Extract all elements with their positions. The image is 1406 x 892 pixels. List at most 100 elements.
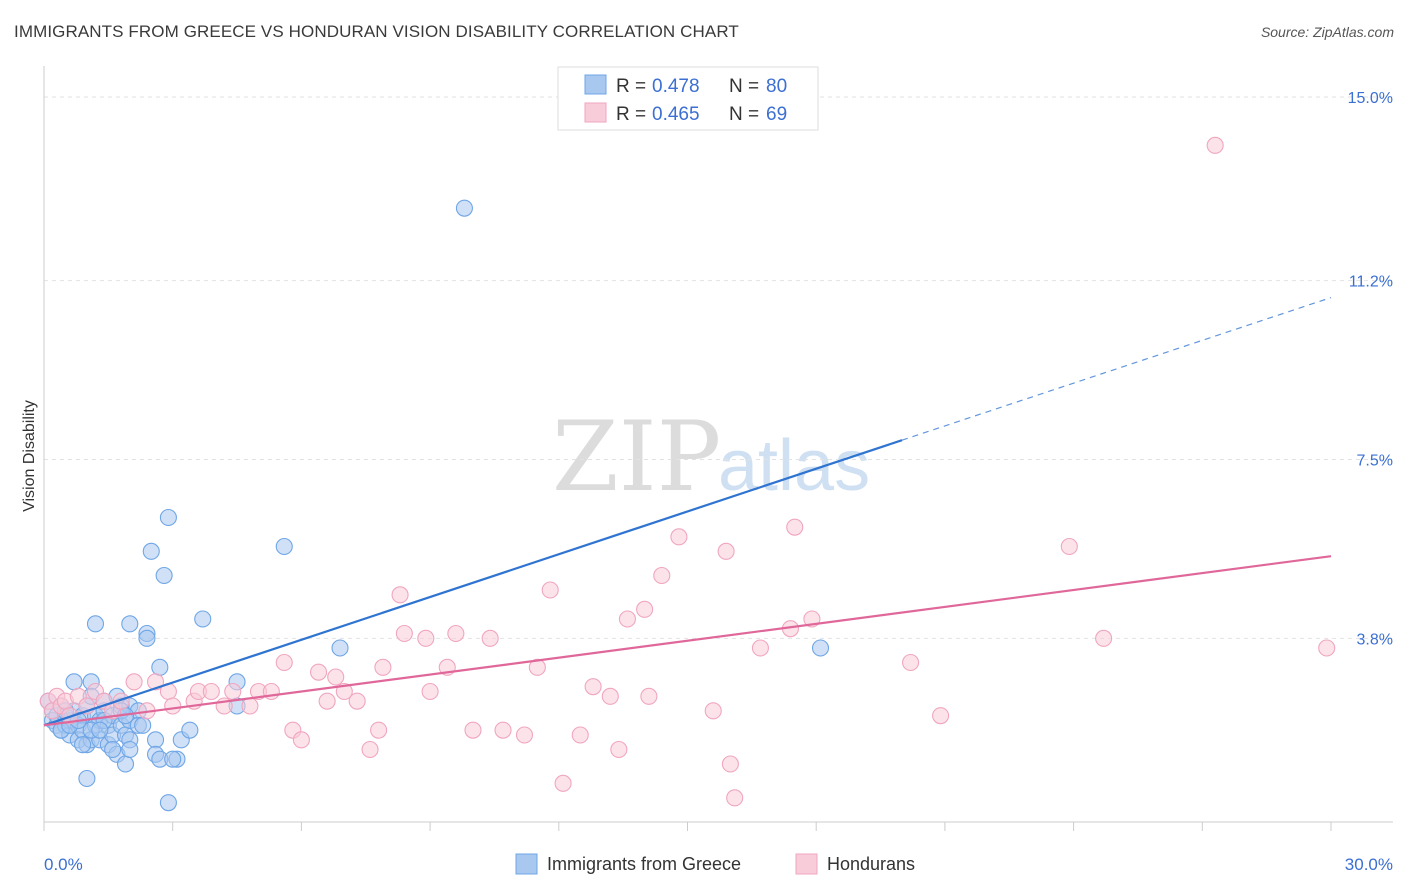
- point-hondurans-54: [636, 600, 654, 618]
- point-hondurans-45: [515, 726, 534, 744]
- point-greece-62: [331, 639, 349, 657]
- series-legend: Immigrants from Greece Hondurans: [515, 853, 915, 875]
- point-hondurans-30: [327, 668, 345, 686]
- point-hondurans-57: [670, 528, 688, 546]
- y-tick-label-2: 11.2%: [1349, 274, 1393, 291]
- point-hondurans-42: [464, 721, 482, 739]
- source-label: Source: ZipAtlas.com: [1260, 24, 1394, 40]
- point-hondurans-16: [164, 697, 182, 715]
- trend-line-greece: [43, 439, 903, 727]
- point-greece-66: [159, 794, 177, 812]
- point-hondurans-66: [902, 653, 920, 672]
- series-hondurans-points: [39, 136, 1336, 807]
- trend-line-greece-extension: [901, 297, 1332, 441]
- point-hondurans-71: [1318, 639, 1336, 657]
- point-hondurans-49: [571, 726, 589, 744]
- point-hondurans-50: [584, 678, 602, 696]
- x-tick-label-max: 30.0%: [1345, 855, 1393, 874]
- point-hondurans-70: [1206, 136, 1224, 154]
- legend-r-value-hondurans: 0.465: [652, 104, 700, 125]
- point-hondurans-47: [541, 581, 559, 599]
- y-tick-label-3: 15.0%: [1348, 90, 1393, 107]
- legend-n-label-greece: N =: [729, 76, 759, 97]
- bottom-legend-label-greece: Immigrants from Greece: [547, 854, 741, 874]
- point-hondurans-61: [726, 789, 744, 807]
- point-hondurans-48: [554, 774, 572, 792]
- point-hondurans-53: [618, 610, 636, 628]
- point-hondurans-67: [932, 707, 950, 725]
- point-hondurans-58: [704, 702, 722, 720]
- point-hondurans-19: [202, 682, 220, 701]
- point-hondurans-44: [494, 721, 512, 739]
- point-hondurans-38: [417, 629, 435, 647]
- point-greece-12: [65, 673, 83, 691]
- point-greece-54: [159, 508, 177, 527]
- point-hondurans-55: [640, 687, 658, 705]
- point-greece-61: [275, 537, 293, 556]
- point-hondurans-52: [610, 740, 628, 759]
- point-greece-75: [74, 736, 92, 754]
- x-tick-label-min: 0.0%: [44, 855, 83, 874]
- y-tick-labels: 3.8% 7.5% 11.2% 15.0%: [1348, 90, 1393, 648]
- point-hondurans-41: [447, 624, 465, 643]
- point-hondurans-12: [125, 673, 143, 691]
- point-hondurans-62: [751, 639, 769, 657]
- point-hondurans-64: [786, 518, 804, 536]
- point-greece-76: [91, 721, 109, 739]
- y-tick-label-0: 3.8%: [1357, 631, 1393, 648]
- point-greece-37: [116, 755, 135, 773]
- x-ticks: [43, 822, 1332, 831]
- bottom-legend-swatch-greece: [515, 853, 538, 875]
- point-hondurans-46: [528, 658, 546, 676]
- point-hondurans-39: [421, 682, 439, 701]
- legend-r-value-greece: 0.478: [652, 76, 700, 97]
- legend-swatch-greece: [584, 74, 607, 95]
- point-hondurans-34: [370, 721, 388, 739]
- point-greece-48: [142, 542, 160, 560]
- point-greece-41: [121, 740, 139, 759]
- point-hondurans-51: [601, 687, 619, 705]
- point-greece-53: [155, 566, 173, 585]
- point-greece-63: [455, 199, 473, 217]
- point-greece-64: [811, 639, 830, 657]
- legend-swatch-hondurans: [584, 102, 607, 123]
- bottom-legend-label-hondurans: Hondurans: [827, 854, 915, 874]
- point-greece-57: [181, 721, 199, 739]
- bottom-legend-swatch-hondurans: [795, 853, 818, 875]
- point-hondurans-68: [1060, 537, 1078, 556]
- point-greece-78: [134, 716, 152, 734]
- point-hondurans-56: [653, 566, 671, 585]
- point-greece-72: [104, 740, 122, 759]
- point-hondurans-33: [361, 740, 379, 759]
- point-hondurans-32: [348, 692, 366, 710]
- point-greece-49: [146, 731, 165, 749]
- trend-lines: [43, 297, 1332, 727]
- watermark-zip: ZIP: [552, 401, 721, 513]
- y-tick-label-1: 7.5%: [1357, 453, 1393, 470]
- point-hondurans-43: [481, 629, 499, 647]
- point-hondurans-59: [717, 542, 735, 560]
- point-greece-51: [151, 658, 169, 676]
- point-hondurans-25: [275, 653, 293, 672]
- point-greece-58: [194, 610, 212, 628]
- trend-line-hondurans: [43, 555, 1332, 727]
- point-hondurans-36: [391, 586, 409, 604]
- legend-r-label-greece: R =: [616, 76, 646, 97]
- point-hondurans-31: [335, 682, 353, 701]
- point-greece-79: [164, 750, 182, 768]
- legend-n-label-hondurans: N =: [729, 104, 759, 125]
- point-greece-47: [138, 629, 156, 647]
- point-hondurans-21: [224, 682, 242, 701]
- chart-title: IMMIGRANTS FROM GREECE VS HONDURAN VISIO…: [14, 22, 739, 41]
- point-hondurans-37: [395, 624, 413, 643]
- point-hondurans-27: [292, 731, 310, 749]
- y-axis-title: Vision Disability: [21, 400, 38, 512]
- legend-r-label-hondurans: R =: [616, 104, 646, 125]
- point-hondurans-28: [310, 663, 328, 681]
- legend-n-value-hondurans: 69: [766, 104, 787, 125]
- legend-n-value-greece: 80: [766, 76, 787, 97]
- stats-legend: R = 0.478 N = 80 R = 0.465 N = 69: [557, 66, 819, 131]
- point-greece-65: [78, 769, 96, 788]
- point-hondurans-11: [112, 692, 130, 710]
